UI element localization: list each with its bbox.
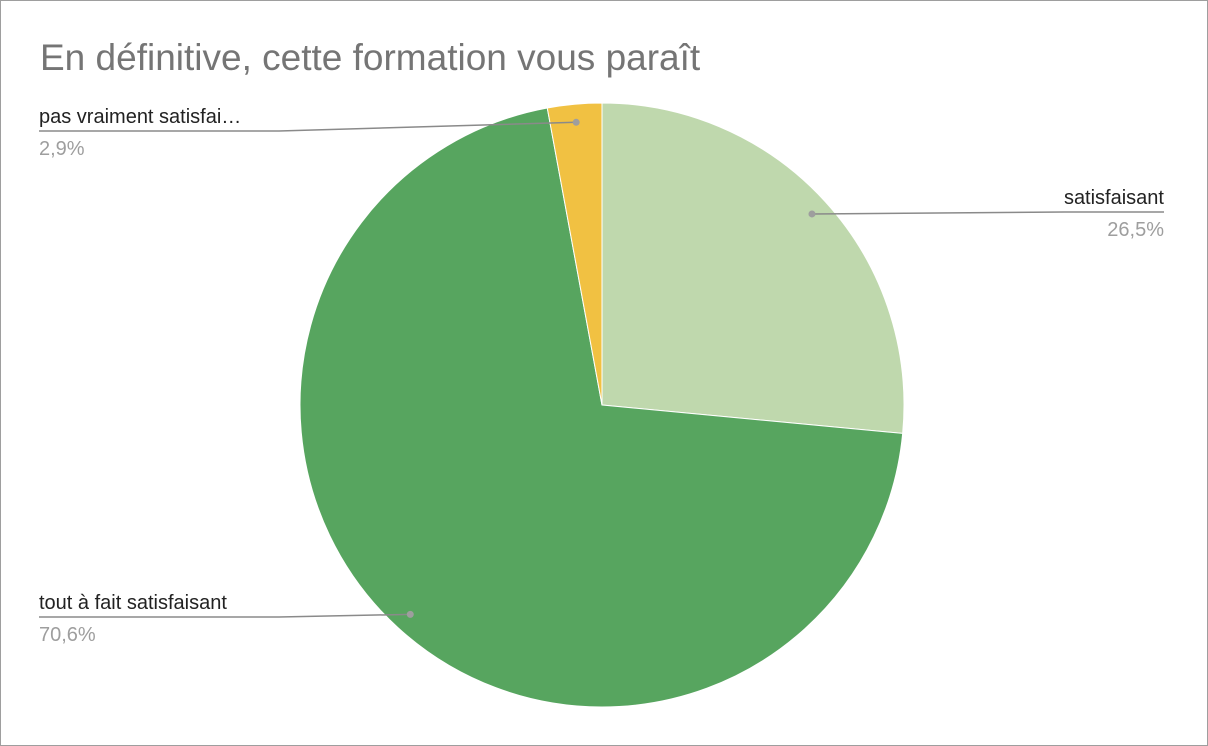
- leader-line: [39, 613, 411, 618]
- slice-label: tout à fait satisfaisant: [39, 592, 227, 614]
- leader-line: [811, 211, 1164, 215]
- chart-title: En définitive, cette formation vous para…: [40, 37, 701, 78]
- leader-dot: [406, 610, 414, 618]
- leader-line: [39, 121, 577, 132]
- slice-percent-label: 70,6%: [39, 624, 96, 646]
- slice-percent-label: 2,9%: [39, 138, 85, 160]
- leader-dot: [572, 118, 580, 126]
- slice-label: pas vraiment satisfai…: [39, 106, 241, 128]
- leader-dot: [808, 210, 816, 218]
- slice-percent-label: 26,5%: [1107, 219, 1164, 241]
- pie-slice: [601, 102, 905, 434]
- slice-label: satisfaisant: [1064, 187, 1164, 209]
- pie-slice: [299, 107, 904, 708]
- pie-slice: [546, 102, 603, 406]
